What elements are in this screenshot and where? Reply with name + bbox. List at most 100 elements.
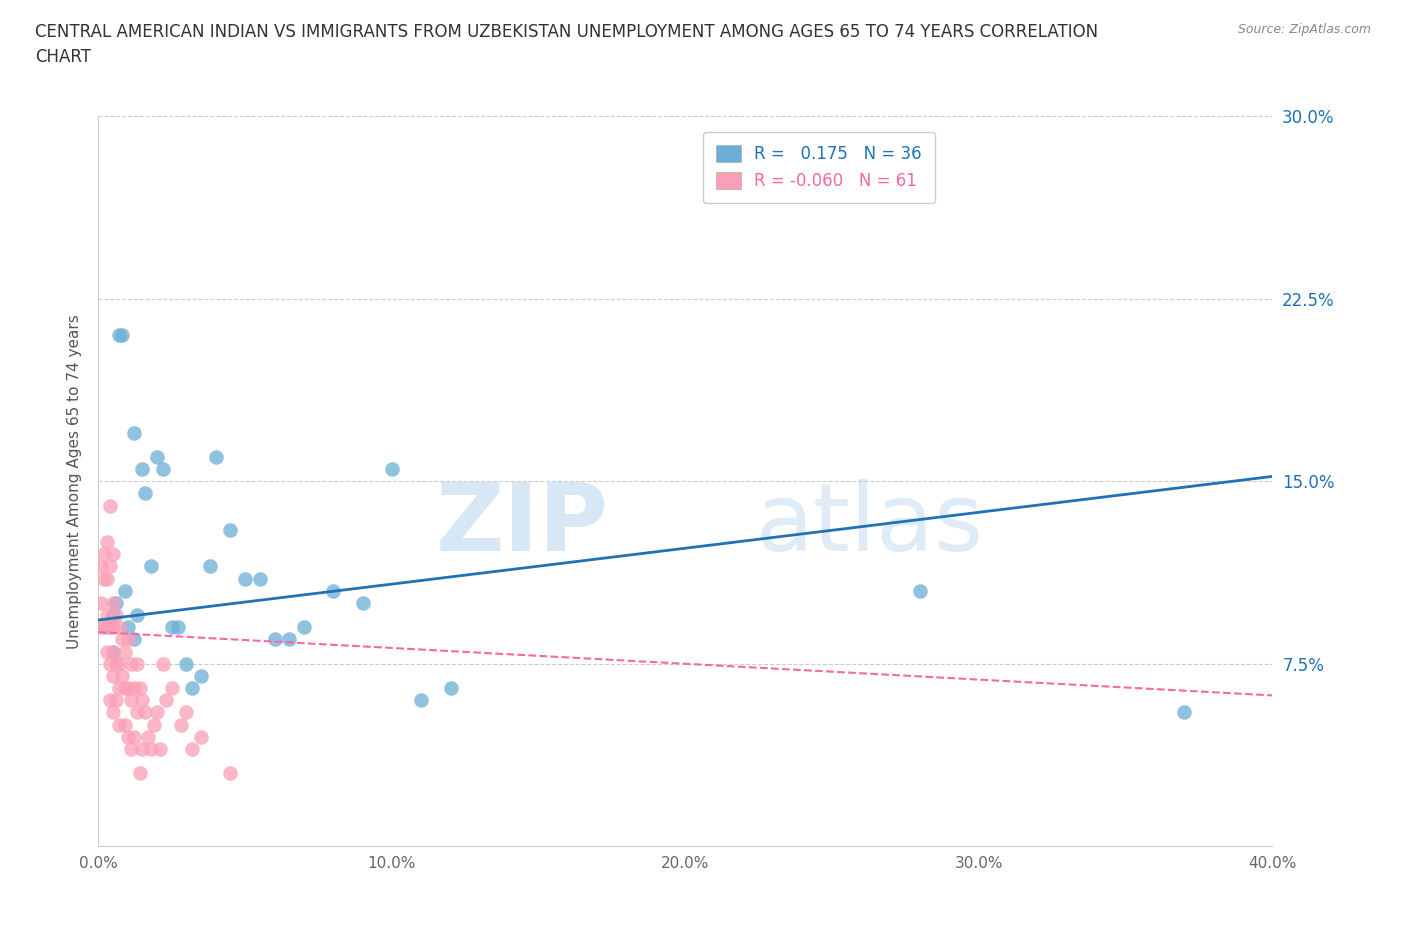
Point [263, 632, 285, 647]
Point [105, 693, 128, 708]
Point [120, 741, 142, 756]
Point [96, 620, 118, 635]
Text: CENTRAL AMERICAN INDIAN VS IMMIGRANTS FROM UZBEKISTAN UNEMPLOYMENT AMONG AGES 65: CENTRAL AMERICAN INDIAN VS IMMIGRANTS FR… [35, 23, 1098, 66]
Point [105, 595, 128, 610]
Point [96, 535, 118, 550]
Point [152, 461, 174, 476]
Point [149, 741, 172, 756]
Point [278, 632, 301, 647]
Point [114, 717, 136, 732]
Point [101, 620, 124, 635]
Point [117, 681, 139, 696]
Text: Source: ZipAtlas.com: Source: ZipAtlas.com [1237, 23, 1371, 36]
Point [169, 717, 191, 732]
Point [439, 681, 461, 696]
Point [98, 657, 121, 671]
Point [219, 523, 242, 538]
Point [411, 693, 433, 708]
Point [93, 571, 115, 586]
Point [198, 559, 221, 574]
Point [98, 498, 121, 513]
Point [120, 693, 142, 708]
Point [98, 693, 121, 708]
Point [381, 461, 404, 476]
Point [108, 717, 131, 732]
Point [122, 729, 145, 744]
Point [136, 729, 159, 744]
Point [90, 620, 112, 635]
Point [98, 559, 121, 574]
Point [105, 657, 128, 671]
Point [101, 644, 124, 659]
Point [181, 741, 204, 756]
Point [93, 547, 115, 562]
Point [114, 681, 136, 696]
Point [1173, 705, 1195, 720]
Point [111, 669, 134, 684]
Point [181, 681, 204, 696]
Point [131, 693, 153, 708]
Point [96, 571, 118, 586]
Point [160, 620, 183, 635]
Point [105, 607, 128, 622]
Point [93, 620, 115, 635]
Point [101, 547, 124, 562]
Point [146, 449, 169, 464]
Point [128, 681, 150, 696]
Point [98, 620, 121, 635]
Point [292, 620, 315, 635]
Point [96, 644, 118, 659]
Point [352, 595, 374, 610]
Point [205, 449, 228, 464]
Point [101, 669, 124, 684]
Point [101, 705, 124, 720]
Point [190, 669, 212, 684]
Point [111, 328, 134, 343]
Legend: R =   0.175   N = 36, R = -0.060   N = 61: R = 0.175 N = 36, R = -0.060 N = 61 [703, 132, 935, 204]
Point [190, 729, 212, 744]
Point [120, 657, 142, 671]
Point [134, 705, 156, 720]
Point [96, 607, 118, 622]
Point [122, 632, 145, 647]
Point [90, 559, 112, 574]
Point [117, 632, 139, 647]
Point [160, 681, 183, 696]
Point [111, 632, 134, 647]
Text: ZIP: ZIP [436, 479, 609, 571]
Point [101, 607, 124, 622]
Point [90, 595, 112, 610]
Point [910, 583, 932, 598]
Point [141, 741, 163, 756]
Point [219, 766, 242, 781]
Text: atlas: atlas [756, 479, 984, 571]
Point [166, 620, 188, 635]
Point [152, 657, 174, 671]
Point [249, 571, 271, 586]
Point [114, 644, 136, 659]
Y-axis label: Unemployment Among Ages 65 to 74 years: Unemployment Among Ages 65 to 74 years [66, 314, 82, 648]
Point [108, 657, 131, 671]
Point [117, 729, 139, 744]
Point [143, 717, 166, 732]
Point [128, 766, 150, 781]
Point [176, 705, 198, 720]
Point [114, 583, 136, 598]
Point [176, 657, 198, 671]
Point [122, 681, 145, 696]
Point [155, 693, 177, 708]
Point [101, 595, 124, 610]
Point [131, 741, 153, 756]
Point [117, 620, 139, 635]
Point [146, 705, 169, 720]
Point [125, 657, 148, 671]
Point [125, 607, 148, 622]
Point [134, 486, 156, 501]
Point [108, 620, 131, 635]
Point [131, 461, 153, 476]
Point [322, 583, 344, 598]
Point [122, 425, 145, 440]
Point [108, 328, 131, 343]
Point [125, 705, 148, 720]
Point [233, 571, 256, 586]
